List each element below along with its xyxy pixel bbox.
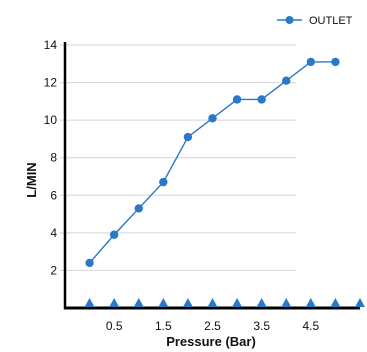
- y-tick-4: 4: [50, 226, 57, 240]
- data-point-9: [306, 57, 316, 67]
- x-axis-title: Pressure (Bar): [166, 334, 256, 349]
- y-tick-14: 14: [44, 38, 58, 52]
- y-tick-2: 2: [50, 263, 57, 277]
- x-axis-marker-11: [355, 298, 365, 307]
- axes: [63, 42, 360, 310]
- x-tick-1.5: 1.5: [155, 319, 172, 333]
- data-point-3: [159, 177, 168, 187]
- data-point-10: [331, 57, 340, 67]
- legend-label: OUTLET: [309, 15, 353, 27]
- gridlines: [60, 44, 296, 271]
- x-axis-marker-10: [330, 298, 341, 307]
- x-axis-marker-6: [232, 298, 243, 307]
- y-tick-10: 10: [44, 113, 58, 127]
- x-axis-marker-5: [207, 298, 218, 307]
- x-tick-0.5: 0.5: [106, 319, 123, 333]
- x-axis-marker-4: [182, 298, 193, 307]
- y-tick-labels: 2 4 6 8 10 12 14: [44, 38, 58, 277]
- legend: OUTLET: [277, 15, 353, 27]
- data-point-4: [183, 132, 193, 142]
- data-point-5: [208, 114, 217, 123]
- x-tick-3.5: 3.5: [253, 319, 270, 333]
- x-axis-marker-3: [158, 298, 169, 307]
- x-axis-marker-1: [109, 298, 120, 307]
- data-point-0: [85, 258, 94, 268]
- legend-marker: [285, 16, 294, 24]
- x-tick-labels: 0.5 1.5 2.5 3.5 4.5: [106, 319, 320, 333]
- y-tick-12: 12: [44, 76, 58, 90]
- x-tick-2.5: 2.5: [204, 319, 221, 333]
- y-axis-title: L/MIN: [24, 162, 39, 197]
- x-axis-marker-8: [281, 298, 292, 307]
- data-point-7: [257, 95, 266, 104]
- data-point-8: [282, 76, 291, 85]
- data-point-6: [232, 95, 242, 104]
- data-point-1: [109, 230, 119, 239]
- x-axis-marker-9: [305, 298, 316, 307]
- x-axis-marker-2: [133, 298, 144, 307]
- x-tick-4.5: 4.5: [302, 319, 319, 333]
- series-outlet: [85, 57, 340, 268]
- x-axis-marker-0: [84, 298, 95, 307]
- x-axis-marker-7: [256, 298, 267, 307]
- y-tick-8: 8: [50, 151, 57, 165]
- data-point-2: [134, 204, 143, 213]
- x-axis-markers: [84, 298, 365, 307]
- y-tick-6: 6: [50, 188, 57, 202]
